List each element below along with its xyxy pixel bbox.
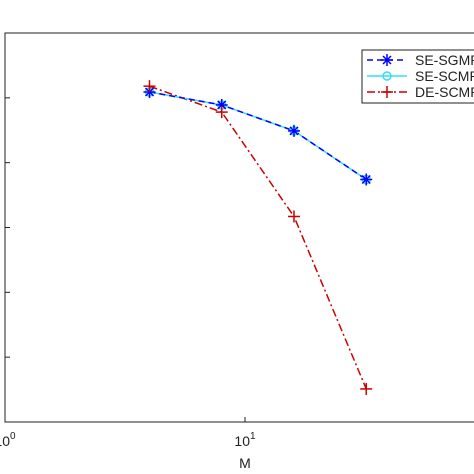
tick-exp: 0: [10, 431, 16, 442]
tick-base: 10: [0, 433, 10, 449]
series-line: [149, 91, 367, 181]
legend-label: SE-SGMP: [415, 52, 474, 68]
marker: [382, 71, 392, 81]
marker: [381, 86, 393, 98]
x-tick-label: 100: [0, 431, 16, 449]
marker: [143, 80, 156, 93]
marker: [287, 124, 300, 137]
circle: [382, 71, 392, 81]
marker: [215, 106, 228, 119]
marker: [360, 382, 373, 395]
x-axis-label: M: [239, 455, 251, 471]
marker: [215, 98, 228, 111]
stroke: [361, 174, 371, 185]
tick-base: 10: [234, 433, 250, 449]
series-line: [149, 85, 367, 390]
stroke: [382, 55, 392, 65]
marker: [360, 173, 373, 186]
legend-label: DE-SCMP: [415, 84, 474, 100]
stroke: [217, 100, 227, 110]
legend-label: SE-SCMP: [415, 68, 474, 84]
marker: [287, 210, 300, 223]
x-tick-label: 101: [234, 431, 256, 449]
series-line: [149, 91, 367, 181]
marker: [381, 54, 393, 66]
stroke: [289, 126, 299, 136]
tick-exp: 1: [250, 431, 256, 442]
